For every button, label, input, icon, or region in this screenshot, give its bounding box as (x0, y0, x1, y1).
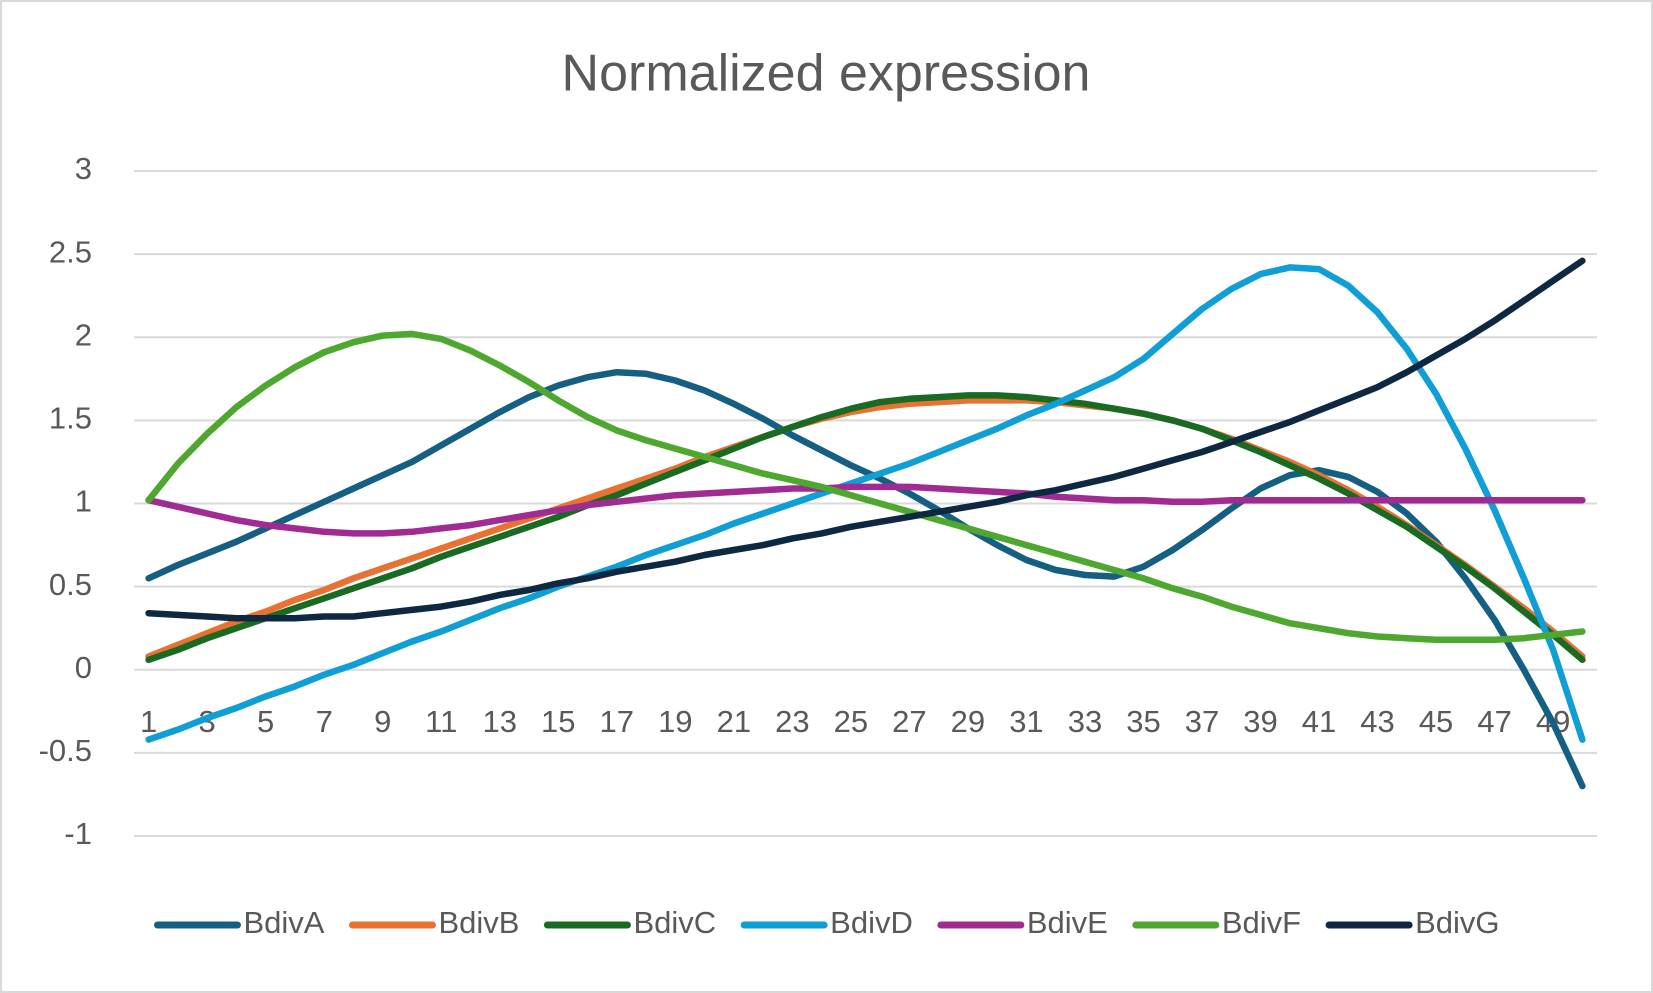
x-tick-label: 37 (1185, 704, 1219, 739)
x-tick-label: 21 (717, 704, 751, 739)
series-line (145, 368, 1586, 790)
legend-label: BdivB (438, 905, 519, 940)
x-tick-label: 25 (834, 704, 868, 739)
series-line (145, 330, 1586, 644)
series-line (145, 264, 1586, 743)
legend-label: BdivF (1222, 905, 1301, 940)
y-tick-label: 3 (75, 151, 92, 186)
series-line (145, 257, 1586, 622)
x-tick-label: 23 (775, 704, 809, 739)
x-tick-label: 43 (1360, 704, 1394, 739)
x-tick-label: 31 (1009, 704, 1043, 739)
x-tick-label: 5 (257, 704, 274, 739)
y-tick-label: 1.5 (49, 401, 92, 436)
x-tick-label: 47 (1477, 704, 1511, 739)
x-tick-label: 1 (140, 704, 157, 739)
y-tick-label: -0.5 (39, 733, 92, 768)
chart-title: Normalized expression (562, 45, 1091, 103)
y-tick-label: 2 (75, 317, 92, 352)
x-tick-label: 11 (425, 704, 457, 739)
x-tick-label: 9 (374, 704, 391, 739)
x-tick-label: 33 (1068, 704, 1102, 739)
x-tick-label: 7 (316, 704, 333, 739)
legend-label: BdivE (1027, 905, 1108, 940)
x-tick-label: 35 (1126, 704, 1160, 739)
x-tick-label: 29 (951, 704, 985, 739)
y-tick-label: 0.5 (49, 567, 92, 602)
x-tick-label: 15 (541, 704, 575, 739)
x-tick-label: 39 (1243, 704, 1277, 739)
legend-label: BdivA (243, 905, 324, 940)
x-tick-label: 13 (483, 704, 517, 739)
legend-label: BdivC (633, 905, 716, 940)
y-tick-label: 0 (75, 650, 92, 685)
y-tick-label: 1 (75, 484, 92, 519)
legend-label: BdivG (1415, 905, 1499, 940)
series-line (145, 483, 1586, 537)
series-line (145, 392, 1586, 664)
x-tick-label: 41 (1302, 704, 1336, 739)
y-tick-label: -1 (64, 816, 92, 851)
x-tick-label: 27 (892, 704, 926, 739)
y-tick-label: 2.5 (49, 234, 92, 269)
x-tick-label: 19 (658, 704, 692, 739)
legend-label: BdivD (830, 905, 913, 940)
x-tick-label: 17 (600, 704, 634, 739)
x-tick-label: 45 (1419, 704, 1453, 739)
